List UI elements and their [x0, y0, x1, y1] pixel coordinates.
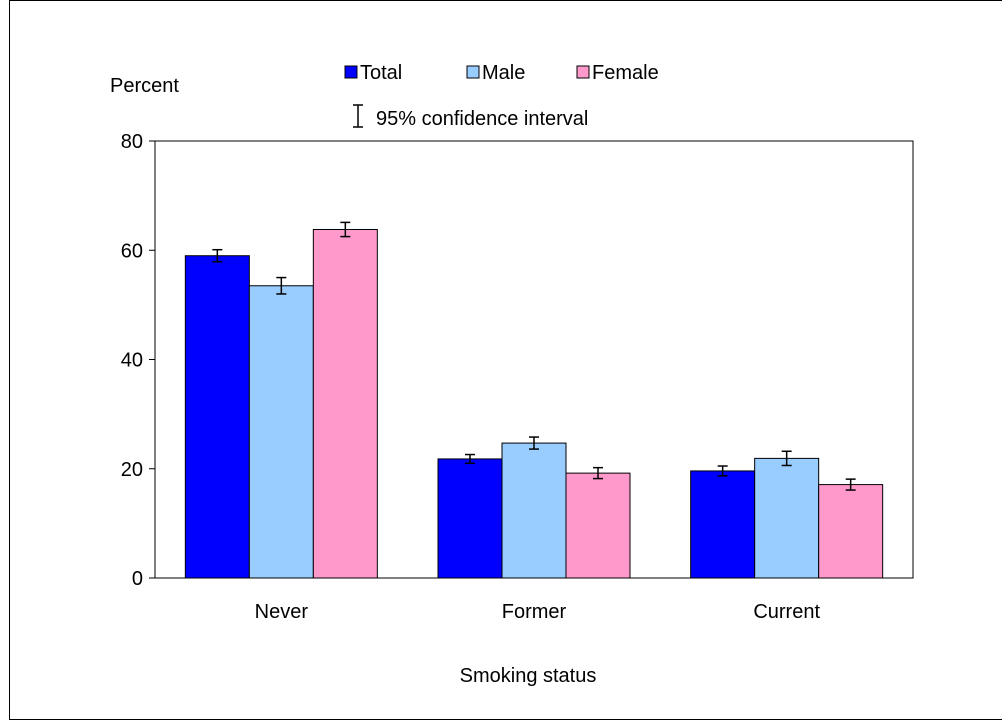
bar-total-never [184, 255, 250, 579]
y-tick-label: 0 [132, 568, 143, 590]
legend-swatch-total [344, 65, 358, 79]
error-bar-male-former [529, 436, 539, 450]
error-bar-female-never [340, 221, 351, 238]
legend-label-ci: 95% confidence interval [376, 108, 588, 130]
x-axis: Never Former Current [255, 601, 821, 623]
y-axis-label: Percent [110, 75, 179, 97]
error-bar-male-never [276, 276, 287, 295]
legend-swatch-female [576, 65, 590, 79]
bar-male-never [248, 285, 314, 579]
x-category-label: Former [502, 601, 567, 623]
legend-label-female: Female [592, 62, 659, 84]
error-bar-total-never [212, 248, 223, 263]
bar-female-current [818, 484, 884, 579]
x-category-label: Never [255, 601, 309, 623]
bar-male-former [501, 442, 567, 579]
error-bar-total-former [465, 453, 475, 465]
x-category-label: Current [753, 601, 820, 623]
y-tick-label: 20 [121, 459, 143, 481]
bar-female-never [312, 228, 378, 579]
bars [184, 221, 884, 579]
error-bar-male-current [781, 450, 792, 467]
legend-ci-icon [353, 104, 363, 128]
legend: Total Male Female 95% confidence interva… [344, 62, 659, 130]
y-tick-label: 40 [121, 350, 143, 372]
y-axis: 0 20 40 60 80 [121, 131, 155, 590]
y-tick-label: 60 [121, 240, 143, 262]
legend-label-total: Total [360, 62, 402, 84]
y-tick-label: 80 [121, 131, 143, 153]
x-axis-label: Smoking status [460, 665, 597, 687]
bar-total-former [437, 458, 503, 579]
legend-swatch-male [466, 65, 480, 79]
bar-female-former [565, 472, 631, 579]
legend-label-male: Male [482, 62, 525, 84]
error-bar-female-current [845, 478, 856, 491]
bar-total-current [690, 470, 756, 579]
error-bar-female-former [593, 466, 603, 480]
error-bar-total-current [717, 465, 728, 477]
bar-male-current [754, 457, 820, 579]
